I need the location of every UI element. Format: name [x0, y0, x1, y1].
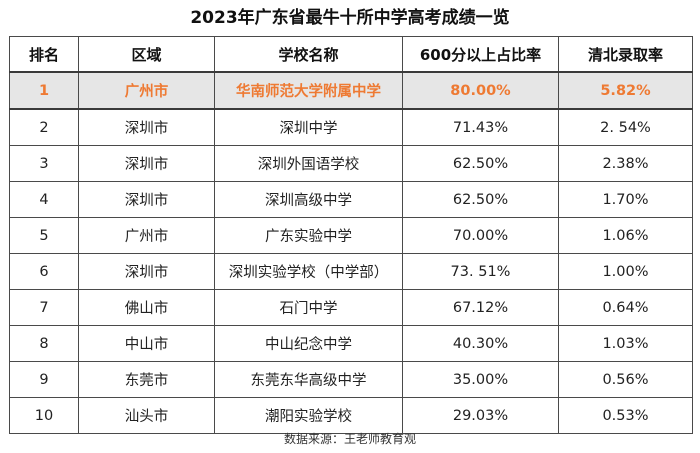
- cell-rank: 1: [9, 71, 79, 110]
- page-title: 2023年广东省最牛十所中学高考成绩一览: [190, 8, 510, 28]
- cell-region: 广州市: [78, 217, 215, 254]
- cell-qingbei: 2.38%: [558, 145, 693, 182]
- header-ratio600: 600分以上占比率: [402, 36, 559, 73]
- cell-region: 深圳市: [78, 108, 215, 146]
- cell-ratio600: 62.50%: [402, 181, 559, 218]
- cell-qingbei: 0.53%: [558, 397, 693, 434]
- cell-rank: 8: [9, 325, 79, 362]
- table-row: 8 中山市 中山纪念中学 40.30% 1.03%: [9, 325, 693, 362]
- cell-ratio600: 80.00%: [402, 71, 559, 110]
- table-row: 9 东莞市 东莞东华高级中学 35.00% 0.56%: [9, 361, 693, 398]
- header-school: 学校名称: [214, 36, 403, 73]
- cell-ratio600: 35.00%: [402, 361, 559, 398]
- cell-region: 中山市: [78, 325, 215, 362]
- cell-qingbei: 0.64%: [558, 289, 693, 326]
- cell-school: 深圳高级中学: [214, 181, 403, 218]
- table-row: 7 佛山市 石门中学 67.12% 0.64%: [9, 289, 693, 326]
- cell-rank: 5: [9, 217, 79, 254]
- cell-qingbei: 1.00%: [558, 253, 693, 290]
- cell-region: 汕头市: [78, 397, 215, 434]
- cell-rank: 9: [9, 361, 79, 398]
- cell-qingbei: 1.03%: [558, 325, 693, 362]
- data-source-footer: 数据来源：王老师教育观: [283, 432, 416, 446]
- table-body: 1 广州市 华南师范大学附属中学 80.00% 5.82% 2 深圳市 深圳中学 71.43% 2…: [9, 71, 693, 434]
- cell-ratio600: 67.12%: [402, 289, 559, 326]
- cell-region: 佛山市: [78, 289, 215, 326]
- cell-qingbei: 1.70%: [558, 181, 693, 218]
- cell-school: 广东实验中学: [214, 217, 403, 254]
- cell-school: 中山纪念中学: [214, 325, 403, 362]
- table-row: 5 广州市 广东实验中学 70.00% 1.06%: [9, 217, 693, 254]
- cell-school: 石门中学: [214, 289, 403, 326]
- table-header-row: 排名 区域 学校名称 600分以上占比率 清北录取率: [9, 36, 693, 73]
- table-row: 1 广州市 华南师范大学附属中学 80.00% 5.82%: [9, 71, 693, 110]
- cell-school: 深圳实验学校（中学部）: [214, 253, 403, 290]
- cell-ratio600: 71.43%: [402, 108, 559, 146]
- table-row: 2 深圳市 深圳中学 71.43% 2. 54%: [9, 108, 693, 146]
- cell-region: 深圳市: [78, 181, 215, 218]
- cell-school: 华南师范大学附属中学: [214, 71, 403, 110]
- cell-region: 深圳市: [78, 253, 215, 290]
- cell-region: 广州市: [78, 71, 215, 110]
- cell-ratio600: 29.03%: [402, 397, 559, 434]
- table-row: 6 深圳市 深圳实验学校（中学部） 73. 51% 1.00%: [9, 253, 693, 290]
- cell-qingbei: 1.06%: [558, 217, 693, 254]
- table-row: 3 深圳市 深圳外国语学校 62.50% 2.38%: [9, 145, 693, 182]
- ranking-table: 排名 区域 学校名称 600分以上占比率 清北录取率 1 广州市 华南师范大学附属中…: [9, 36, 693, 434]
- cell-rank: 2: [9, 108, 79, 146]
- cell-school: 东莞东华高级中学: [214, 361, 403, 398]
- header-region: 区域: [78, 36, 215, 73]
- cell-rank: 4: [9, 181, 79, 218]
- cell-qingbei: 2. 54%: [558, 108, 693, 146]
- cell-rank: 6: [9, 253, 79, 290]
- cell-qingbei: 0.56%: [558, 361, 693, 398]
- cell-ratio600: 62.50%: [402, 145, 559, 182]
- header-qingbei: 清北录取率: [558, 36, 693, 73]
- cell-region: 深圳市: [78, 145, 215, 182]
- cell-ratio600: 40.30%: [402, 325, 559, 362]
- header-rank: 排名: [9, 36, 79, 73]
- cell-rank: 7: [9, 289, 79, 326]
- table-row: 10 汕头市 潮阳实验学校 29.03% 0.53%: [9, 397, 693, 434]
- cell-rank: 3: [9, 145, 79, 182]
- cell-school: 深圳外国语学校: [214, 145, 403, 182]
- cell-school: 深圳中学: [214, 108, 403, 146]
- cell-ratio600: 73. 51%: [402, 253, 559, 290]
- table-row: 4 深圳市 深圳高级中学 62.50% 1.70%: [9, 181, 693, 218]
- cell-rank: 10: [9, 397, 79, 434]
- cell-qingbei: 5.82%: [558, 71, 693, 110]
- cell-ratio600: 70.00%: [402, 217, 559, 254]
- cell-region: 东莞市: [78, 361, 215, 398]
